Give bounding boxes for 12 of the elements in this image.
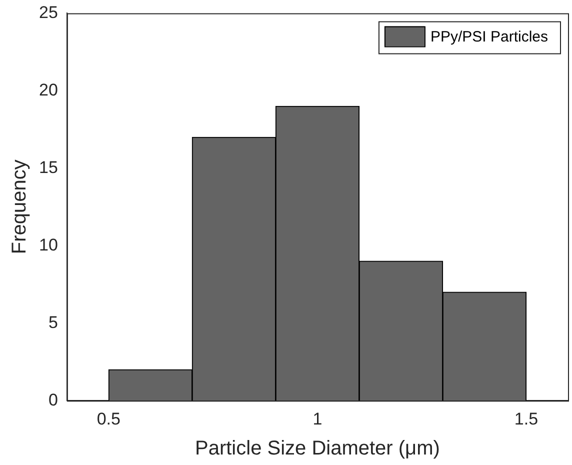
y-tick-label: 5 (48, 312, 58, 332)
x-axis-title: Particle Size Diameter (μm) (195, 438, 440, 460)
x-tick-label: 0.5 (96, 409, 120, 428)
x-tick-label: 1 (312, 409, 322, 428)
legend-label: PPy/PSI Particles (430, 28, 548, 46)
y-axis-title: Frequency (8, 160, 31, 254)
y-tick-label: 25 (38, 2, 58, 22)
x-tick-label: 1.5 (514, 409, 538, 428)
y-tick-label: 10 (38, 235, 58, 254)
y-tick-label: 20 (38, 80, 58, 100)
y-tick-label: 0 (48, 390, 58, 410)
y-tick-label: 15 (38, 158, 58, 177)
